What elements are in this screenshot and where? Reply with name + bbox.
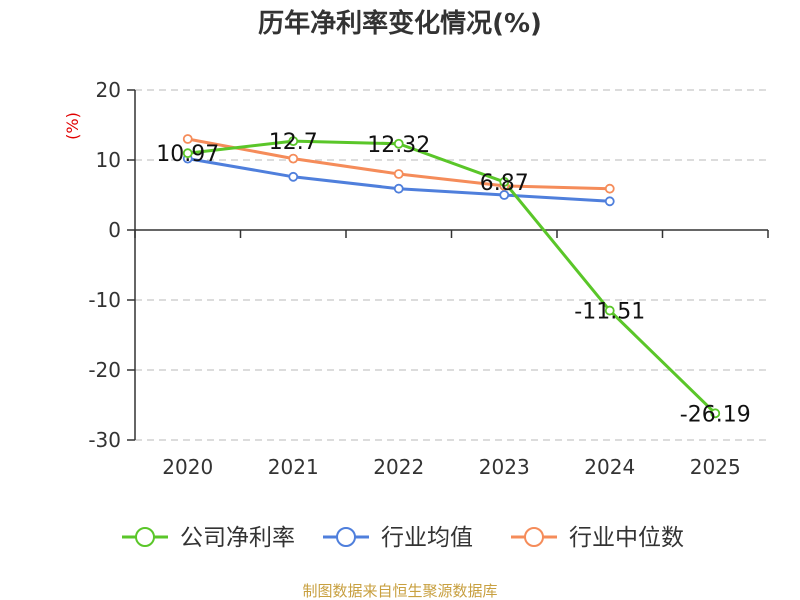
- data-point: [393, 169, 404, 179]
- data-point: [604, 305, 615, 316]
- legend-label: 行业均值: [381, 525, 473, 551]
- series-lines: [186, 137, 717, 415]
- data-point: [288, 171, 299, 182]
- legend-swatch-marker: [524, 527, 544, 547]
- x-tick-labels: 2020 2021 2022 2023 2024 2025: [162, 455, 740, 479]
- series-line: [186, 157, 612, 203]
- data-label: 6.87: [480, 171, 529, 196]
- legend-label: 行业中位数: [569, 525, 684, 551]
- y-tick-label: 10: [96, 148, 121, 172]
- grid-lines: [135, 89, 768, 441]
- data-point: [393, 183, 404, 194]
- x-tick-label: 2022: [373, 455, 424, 479]
- data-point: [604, 196, 615, 207]
- data-point: [182, 148, 193, 159]
- source-note: 制图数据来自恒生聚源数据库: [302, 582, 497, 600]
- data-point: [182, 134, 193, 144]
- data-point: [604, 183, 615, 194]
- data-label: -11.51: [574, 300, 645, 325]
- x-tick-label: 2023: [479, 455, 530, 479]
- data-point: [499, 190, 510, 200]
- data-point: [710, 408, 721, 419]
- data-label: 10.97: [156, 142, 219, 167]
- series-points: [182, 134, 721, 419]
- x-tick-label: 2025: [690, 455, 741, 479]
- data-label: 12.7: [269, 130, 318, 155]
- chart-title: 历年净利率变化情况(%): [258, 8, 542, 39]
- data-point: [393, 138, 404, 149]
- data-point: [288, 153, 299, 164]
- y-tick-label: 0: [108, 218, 121, 242]
- axes: [127, 89, 769, 441]
- data-label: -26.19: [680, 402, 751, 427]
- x-tick-label: 2020: [162, 455, 213, 479]
- x-tick-label: 2021: [268, 455, 319, 479]
- y-tick-label: -20: [88, 358, 121, 382]
- data-point: [499, 177, 510, 187]
- y-tick-label: 20: [96, 78, 121, 102]
- legend-label: 公司净利率: [180, 525, 295, 551]
- data-label: 12.32: [367, 133, 430, 158]
- data-labels: 10.97 12.7 12.32 6.87 -11.51 -26.19: [156, 130, 750, 427]
- y-tick-label: -30: [88, 428, 121, 452]
- series-line: [186, 139, 717, 415]
- y-axis-unit-label: (%): [63, 112, 82, 140]
- x-tick-label: 2024: [584, 455, 635, 479]
- y-tick-label: -10: [88, 288, 121, 312]
- legend-swatch-marker: [336, 527, 356, 547]
- legend: 公司净利率 行业均值 行业中位数: [122, 525, 684, 551]
- data-point: [288, 136, 299, 147]
- y-tick-labels: 20 10 0 -10 -20 -30: [88, 78, 121, 452]
- legend-swatch-marker: [135, 527, 155, 547]
